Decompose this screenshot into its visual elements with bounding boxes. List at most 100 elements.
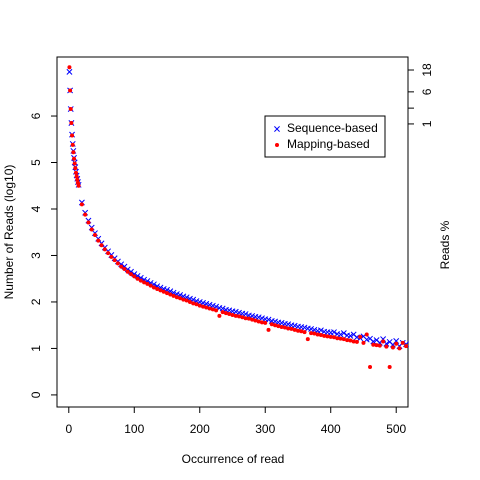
- y-tick-label: 2: [29, 298, 43, 305]
- data-point: [286, 326, 291, 331]
- data-point: [207, 306, 212, 311]
- data-point: [197, 303, 202, 308]
- data-point: [292, 327, 297, 332]
- data-point: [236, 309, 243, 316]
- data-point: [364, 332, 369, 337]
- data-point: [178, 296, 183, 301]
- data-point: [317, 327, 324, 334]
- data-point: [291, 322, 298, 329]
- data-point: [381, 339, 386, 344]
- data-point: [132, 274, 137, 279]
- data-point: [332, 335, 337, 340]
- data-point: [155, 286, 160, 291]
- data-point: [308, 325, 315, 332]
- data-point: [214, 308, 219, 313]
- data-point: [151, 285, 156, 290]
- y-tick-label: 6: [29, 112, 43, 119]
- data-point: [240, 315, 245, 320]
- data-point: [72, 156, 77, 161]
- data-point: [312, 331, 317, 336]
- data-point: [204, 305, 209, 310]
- data-point: [256, 319, 261, 324]
- data-point: [184, 298, 189, 303]
- legend-label: Sequence-based: [287, 121, 378, 135]
- data-point: [368, 365, 373, 370]
- data-point: [83, 212, 88, 217]
- data-point: [230, 312, 235, 317]
- data-point: [161, 289, 166, 294]
- data-point: [220, 310, 225, 315]
- data-point: [122, 266, 127, 271]
- data-point: [338, 336, 343, 341]
- data-point: [128, 272, 133, 277]
- data-point: [68, 88, 73, 93]
- data-point: [335, 336, 340, 341]
- data-point: [384, 344, 389, 349]
- y-tick-label: 1: [29, 345, 43, 352]
- data-point: [279, 325, 284, 330]
- data-point: [348, 338, 353, 343]
- y2-axis-label: Reads %: [438, 220, 452, 269]
- x-tick-label: 100: [124, 422, 144, 436]
- data-point: [282, 325, 287, 330]
- data-point: [227, 312, 232, 317]
- data-point: [86, 220, 91, 225]
- data-point: [311, 326, 318, 333]
- data-point: [370, 338, 377, 345]
- x-tick-label: 0: [65, 422, 72, 436]
- data-point: [242, 311, 249, 317]
- data-point: [371, 342, 376, 347]
- y2-tick-label: 18: [420, 63, 434, 77]
- data-point: [273, 323, 278, 328]
- data-point: [305, 337, 310, 342]
- y-axis-label: Number of Reads (log10): [2, 165, 16, 300]
- data-point: [400, 340, 405, 345]
- data-point: [361, 340, 366, 345]
- data-point: [347, 332, 354, 339]
- data-point: [115, 261, 120, 266]
- data-point: [217, 313, 222, 318]
- data-point: [337, 331, 344, 338]
- data-point: [255, 314, 262, 321]
- data-point: [374, 343, 379, 348]
- data-point: [168, 292, 173, 297]
- data-point: [223, 311, 228, 316]
- y-tick-label: 0: [29, 391, 43, 398]
- data-point: [210, 307, 215, 312]
- data-point: [393, 338, 400, 344]
- data-point: [397, 346, 402, 351]
- data-point: [102, 247, 107, 252]
- data-point: [96, 238, 101, 243]
- data-point: [265, 316, 272, 323]
- data-point: [377, 343, 382, 348]
- data-point: [165, 291, 170, 296]
- data-point: [119, 264, 124, 269]
- data-point: [328, 334, 333, 339]
- data-point: [194, 302, 199, 307]
- data-point: [250, 317, 255, 322]
- data-point: [276, 324, 281, 329]
- data-point: [70, 142, 75, 147]
- data-point: [79, 202, 84, 207]
- x-tick-label: 500: [386, 422, 406, 436]
- data-point: [73, 166, 78, 171]
- data-point: [259, 315, 265, 322]
- y-tick-label: 5: [29, 159, 43, 166]
- x-tick-label: 300: [255, 422, 275, 436]
- data-point: [331, 329, 337, 336]
- data-point: [322, 333, 327, 338]
- data-point: [289, 326, 294, 331]
- data-point: [158, 288, 163, 293]
- data-point: [246, 316, 251, 321]
- data-point: [345, 338, 350, 343]
- data-point: [259, 320, 264, 325]
- data-point: [109, 254, 114, 259]
- legend-marker: [275, 143, 279, 147]
- data-point: [112, 258, 117, 263]
- y2-tick-label: 6: [420, 88, 434, 95]
- legend-label: Mapping-based: [287, 137, 370, 151]
- data-point: [148, 283, 153, 288]
- data-point: [318, 332, 323, 337]
- data-point: [302, 330, 307, 335]
